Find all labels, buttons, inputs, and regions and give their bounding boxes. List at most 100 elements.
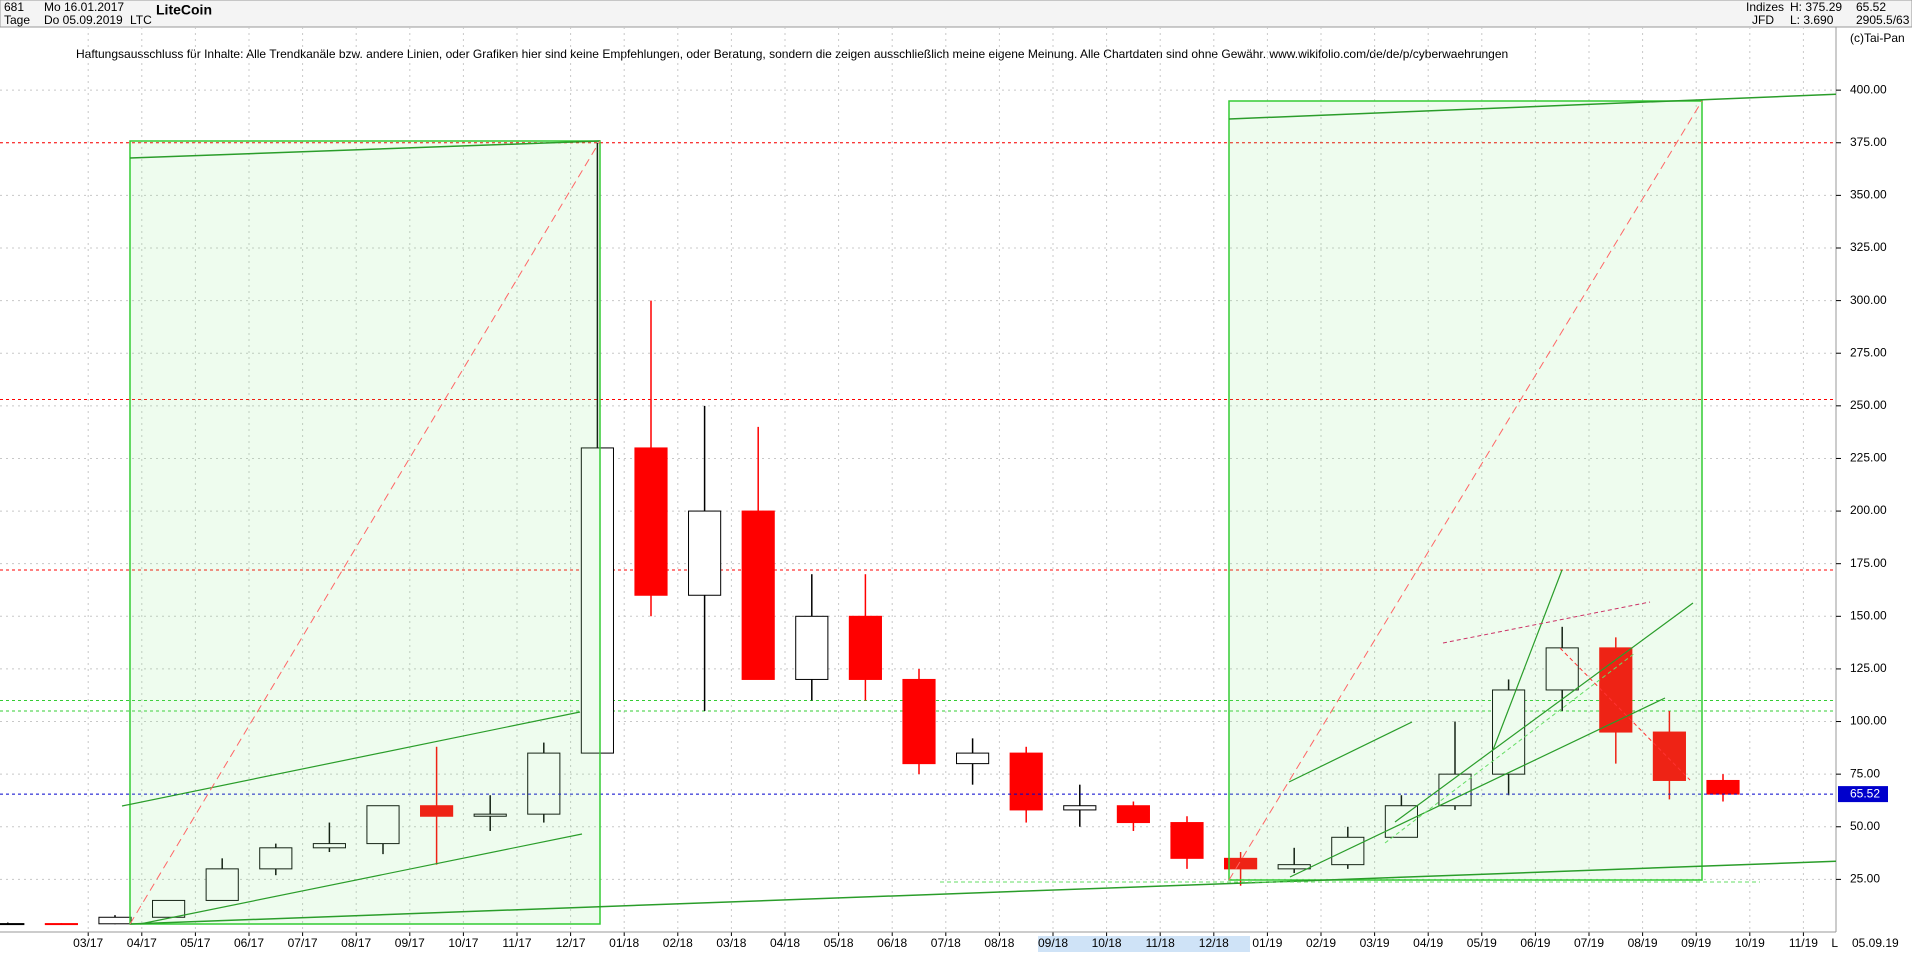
trendline bbox=[121, 711, 581, 807]
x-tick-label: 01/19 bbox=[1252, 936, 1282, 950]
candle-body bbox=[902, 678, 936, 765]
x-tick-label: 10/17 bbox=[448, 936, 478, 950]
candle-body bbox=[1009, 752, 1043, 811]
candle-body bbox=[634, 447, 668, 596]
drawings bbox=[121, 93, 1836, 925]
trendline bbox=[129, 140, 601, 159]
trendline bbox=[1442, 601, 1651, 644]
x-tick-label: 06/18 bbox=[877, 936, 907, 950]
y-tick-label: 200.00 bbox=[1850, 503, 1887, 517]
x-tick-label: 09/17 bbox=[395, 936, 425, 950]
trendline bbox=[139, 833, 583, 925]
candle-body bbox=[98, 916, 132, 925]
x-tick-label: 03/18 bbox=[716, 936, 746, 950]
counter: 2905.5/63 bbox=[1856, 13, 1910, 27]
count: 681 bbox=[4, 0, 24, 14]
copyright: (c)Tai-Pan bbox=[1850, 31, 1905, 45]
x-tick-label: 05/17 bbox=[180, 936, 210, 950]
candle-body bbox=[795, 615, 829, 680]
y-tick-label: 25.00 bbox=[1850, 872, 1880, 886]
candle-body bbox=[366, 805, 400, 845]
y-tick-label: 175.00 bbox=[1850, 556, 1887, 570]
last-price-box bbox=[1838, 786, 1888, 803]
candle-body bbox=[1224, 857, 1258, 870]
trendline bbox=[1559, 647, 1691, 781]
candle-body bbox=[1706, 779, 1740, 795]
y-tick-label: 300.00 bbox=[1850, 293, 1887, 307]
group: Indizes bbox=[1746, 0, 1784, 14]
y-tick-label: 75.00 bbox=[1850, 766, 1880, 780]
low: L: 3.690 bbox=[1790, 13, 1834, 27]
last-price-label: 65.52 bbox=[1850, 786, 1880, 800]
axis-highlight bbox=[1038, 936, 1250, 952]
y-tick-label: 50.00 bbox=[1850, 819, 1880, 833]
candle-body bbox=[1492, 689, 1526, 775]
x-tick-label: 07/19 bbox=[1574, 936, 1604, 950]
candle-body bbox=[1331, 836, 1365, 866]
candle-body bbox=[1116, 805, 1150, 824]
y-tick-label: 325.00 bbox=[1850, 240, 1887, 254]
y-tick-label: 350.00 bbox=[1850, 188, 1887, 202]
candle-body bbox=[1384, 805, 1418, 838]
x-tick-label: 02/18 bbox=[663, 936, 693, 950]
x-tick-label: 11/18 bbox=[1146, 936, 1175, 950]
candle-body bbox=[956, 752, 990, 765]
x-tick-label: 12/18 bbox=[1199, 936, 1229, 950]
fan-line bbox=[1228, 100, 1703, 881]
candle-body bbox=[420, 805, 454, 817]
x-tick-label: 10/19 bbox=[1735, 936, 1765, 950]
candle-body bbox=[741, 510, 775, 680]
symbol: LTC bbox=[130, 13, 152, 27]
x-tick-label: 03/17 bbox=[73, 936, 103, 950]
x-tick-label: 01/18 bbox=[609, 936, 639, 950]
x-tick-label: 04/19 bbox=[1413, 936, 1443, 950]
x-tick-label: 09/18 bbox=[1038, 936, 1068, 950]
candle-body bbox=[259, 847, 293, 870]
candle-body bbox=[312, 843, 346, 849]
last-price-header: 65.52 bbox=[1856, 0, 1886, 14]
instrument-name: LiteCoin bbox=[156, 2, 212, 18]
candle-body bbox=[848, 615, 882, 680]
candle-body bbox=[1599, 647, 1633, 733]
trendline bbox=[1289, 697, 1666, 878]
y-tick-label: 225.00 bbox=[1850, 451, 1887, 465]
footer-scale: L bbox=[1831, 936, 1838, 950]
x-tick-label: 07/17 bbox=[288, 936, 318, 950]
broker: JFD bbox=[1752, 13, 1774, 27]
x-tick-label: 05/19 bbox=[1467, 936, 1497, 950]
period[interactable]: Tage bbox=[4, 13, 30, 27]
x-tick-label: 11/19 bbox=[1789, 936, 1818, 950]
x-tick-label: 04/17 bbox=[127, 936, 157, 950]
y-tick-label: 400.00 bbox=[1850, 82, 1887, 96]
candle-body bbox=[1063, 805, 1097, 811]
y-tick-label: 375.00 bbox=[1850, 135, 1887, 149]
start-date: Mo 16.01.2017 bbox=[44, 0, 124, 14]
x-tick-label: 09/19 bbox=[1681, 936, 1711, 950]
candle-body bbox=[44, 923, 78, 926]
x-tick-label: 06/19 bbox=[1520, 936, 1550, 950]
candle-body bbox=[473, 813, 507, 817]
trendline bbox=[1384, 652, 1636, 844]
trendline bbox=[1288, 721, 1413, 783]
candle-body bbox=[1652, 731, 1686, 781]
candle-body bbox=[527, 752, 561, 815]
x-tick-label: 11/17 bbox=[502, 936, 531, 950]
trendline bbox=[129, 860, 1836, 925]
x-tick-label: 08/17 bbox=[341, 936, 371, 950]
x-tick-label: 04/18 bbox=[770, 936, 800, 950]
candle-body bbox=[0, 923, 25, 926]
x-tick-label: 12/17 bbox=[556, 936, 586, 950]
x-tick-label: 10/18 bbox=[1092, 936, 1122, 950]
high: H: 375.29 bbox=[1790, 0, 1842, 14]
footer-date: 05.09.19 bbox=[1852, 936, 1899, 950]
disclaimer: Haftungsausschluss für Inhalte: Alle Tre… bbox=[76, 47, 1508, 61]
x-tick-label: 07/18 bbox=[931, 936, 961, 950]
trendline bbox=[1394, 602, 1694, 823]
end-date: Do 05.09.2019 bbox=[44, 13, 123, 27]
y-tick-label: 125.00 bbox=[1850, 661, 1887, 675]
candle-body bbox=[1545, 647, 1579, 691]
y-tick-label: 275.00 bbox=[1850, 345, 1887, 359]
